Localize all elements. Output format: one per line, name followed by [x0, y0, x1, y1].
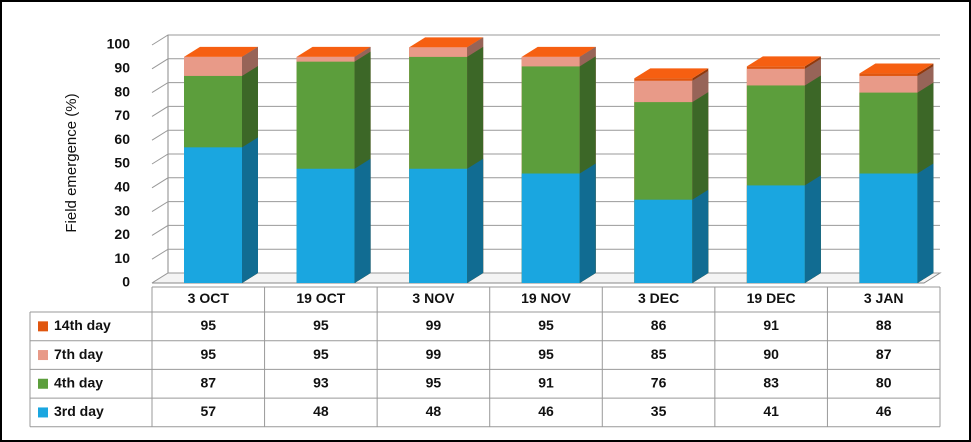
y-tick-label: 100 [107, 36, 131, 52]
bar [184, 147, 242, 283]
table-value: 83 [763, 374, 779, 390]
bar-top [409, 37, 484, 48]
bar-side [467, 158, 484, 283]
y-tick-label: 80 [114, 83, 130, 99]
bar-side [692, 189, 709, 283]
table-value: 41 [763, 403, 779, 419]
y-tick-label: 70 [114, 107, 130, 123]
bar [296, 168, 355, 283]
table-value: 48 [313, 403, 329, 419]
bar-top [296, 46, 371, 57]
legend-swatch [38, 350, 48, 361]
bar-top [634, 68, 709, 79]
legend-label: 14th day [54, 317, 111, 333]
x-tick-label: 3 DEC [638, 290, 679, 306]
table-value: 95 [200, 317, 216, 333]
table-value: 99 [426, 346, 442, 362]
table-value: 90 [763, 346, 779, 362]
table-value: 57 [200, 403, 216, 419]
y-tick-label: 40 [114, 179, 130, 195]
y-tick-label: 50 [114, 155, 130, 171]
y-tick-label: 0 [122, 274, 130, 290]
bar [409, 168, 468, 283]
legend-swatch [38, 378, 48, 389]
bar-side [242, 137, 258, 283]
table-value: 87 [876, 346, 892, 362]
y-tick-label: 90 [114, 60, 130, 76]
bar-top [184, 46, 258, 57]
table-value: 99 [426, 317, 442, 333]
x-tick-label: 3 NOV [412, 290, 455, 306]
bar-top [746, 56, 821, 67]
table-value: 85 [651, 346, 667, 362]
x-tick-label: 3 JAN [864, 290, 904, 306]
table-value: 95 [313, 346, 329, 362]
table-value: 80 [876, 374, 892, 390]
table-value: 46 [876, 403, 892, 419]
bar [634, 199, 693, 283]
table-value: 91 [538, 374, 554, 390]
table-value: 95 [538, 346, 554, 362]
table-value: 95 [200, 346, 216, 362]
bar-side [804, 175, 821, 283]
x-tick-label: 19 DEC [747, 290, 796, 306]
bar-top [859, 63, 934, 74]
grid-line [151, 34, 940, 46]
x-tick-label: 19 NOV [521, 290, 571, 306]
bar-top [521, 46, 596, 57]
table-value: 86 [651, 317, 667, 333]
bar [746, 185, 805, 283]
table-value: 91 [763, 317, 779, 333]
table-value: 35 [651, 403, 667, 419]
legend-swatch [38, 321, 48, 332]
table-value: 46 [538, 403, 554, 419]
y-tick-label: 10 [114, 250, 130, 266]
y-tick-label: 30 [114, 202, 130, 218]
bar-side [354, 158, 371, 283]
table-value: 76 [651, 374, 667, 390]
table-value: 95 [538, 317, 554, 333]
legend-label: 3rd day [54, 403, 104, 419]
table-value: 93 [313, 374, 329, 390]
table-value: 48 [426, 403, 442, 419]
bar [521, 173, 580, 283]
bar-side [917, 163, 934, 283]
table-value: 88 [876, 317, 892, 333]
grid-line [151, 58, 940, 70]
legend-swatch [38, 407, 48, 418]
table-value: 95 [313, 317, 329, 333]
bar [859, 173, 918, 283]
y-tick-label: 20 [114, 226, 130, 242]
y-tick-label: 60 [114, 131, 130, 147]
bar-side [579, 163, 596, 283]
table-value: 95 [426, 374, 442, 390]
legend-label: 4th day [54, 374, 103, 390]
x-tick-label: 3 OCT [188, 290, 230, 306]
legend-label: 7th day [54, 346, 103, 362]
table-value: 87 [200, 374, 216, 390]
y-axis-label: Field emergence (%) [63, 93, 80, 232]
x-tick-label: 19 OCT [296, 290, 345, 306]
